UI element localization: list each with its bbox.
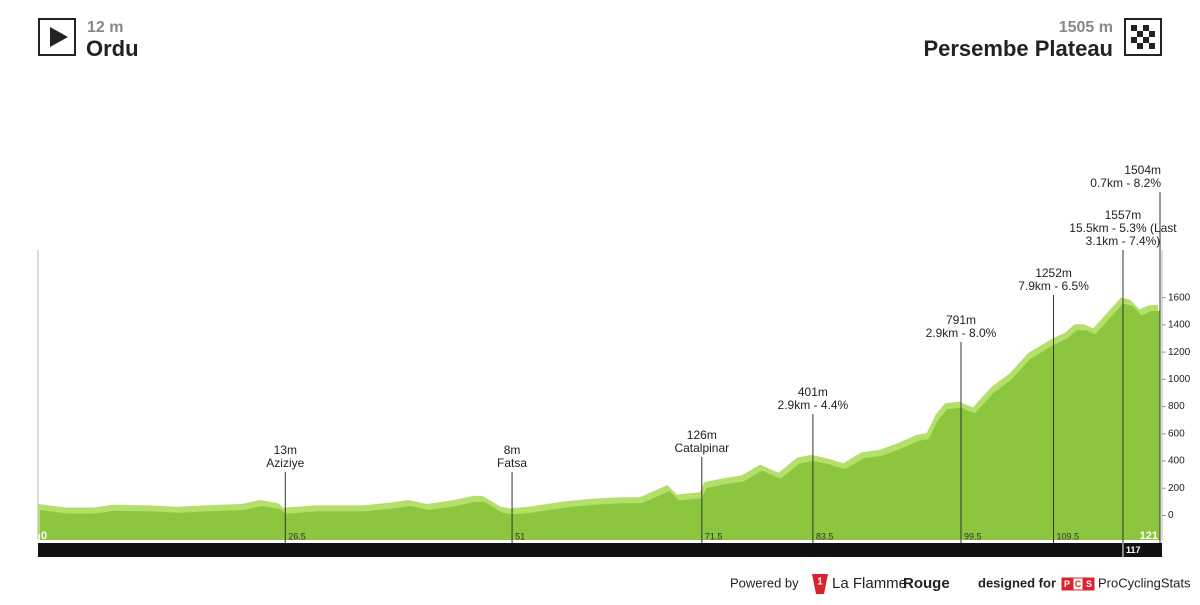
y-tick-label: 600 xyxy=(1168,428,1185,439)
flag-square xyxy=(1137,43,1143,49)
pcs-name: ProCyclingStats xyxy=(1098,575,1191,590)
distance-bar xyxy=(38,543,1162,557)
pcs-letter: S xyxy=(1086,579,1092,589)
flag-square xyxy=(1143,25,1149,31)
y-tick-label: 200 xyxy=(1168,483,1185,494)
start-header: 12 m Ordu xyxy=(38,18,139,61)
annotation-text: 401m xyxy=(798,385,828,399)
annotation-text: 1252m xyxy=(1035,266,1072,280)
x-start-label: 0 xyxy=(41,530,47,542)
annotation-text: 791m xyxy=(946,313,976,327)
km-label: 83.5 xyxy=(816,531,834,541)
finish-elevation: 1505 m xyxy=(1059,19,1113,36)
pcs-box xyxy=(1083,577,1095,591)
km-label: 117 xyxy=(1126,545,1141,555)
km-label: 71.5 xyxy=(705,531,723,541)
km-label: 109.5 xyxy=(1057,531,1080,541)
flag-square xyxy=(1137,31,1143,37)
y-tick-label: 1200 xyxy=(1168,347,1191,358)
annotation-text: 3.1km - 7.4%) xyxy=(1086,234,1161,248)
y-tick-label: 800 xyxy=(1168,401,1185,412)
profile-area xyxy=(40,303,1160,540)
annotation-text: Aziziye xyxy=(266,456,304,470)
km-label: 99.5 xyxy=(964,531,982,541)
brand-bold: Rouge xyxy=(903,575,950,592)
annotation-text: Fatsa xyxy=(497,456,527,470)
flag-square xyxy=(1149,43,1155,49)
annotation-text: 13m xyxy=(274,443,297,457)
start-icon xyxy=(38,18,76,56)
annotation-text: 1557m xyxy=(1105,208,1142,222)
annotation-text: 15.5km - 5.3% (Last xyxy=(1069,221,1177,235)
start-elevation: 12 m xyxy=(87,19,123,36)
flamme-logo xyxy=(812,574,828,594)
annotation-text: 2.9km - 4.4% xyxy=(778,398,849,412)
designed-for: designed for xyxy=(978,575,1056,590)
powered-by: Powered by xyxy=(730,575,799,590)
finish-header: 1505 m Persembe Plateau xyxy=(923,18,1162,61)
km-label: 26.5 xyxy=(288,531,306,541)
flag-square xyxy=(1149,31,1155,37)
start-name: Ordu xyxy=(86,36,139,61)
footer: Powered by 1 La Flamme Rouge designed fo… xyxy=(730,574,1191,594)
flag-square xyxy=(1143,37,1149,43)
annotation-text: 126m xyxy=(687,428,717,442)
pcs-letter: P xyxy=(1064,579,1070,589)
start-arrow xyxy=(50,27,68,47)
pcs-letter: C xyxy=(1075,579,1082,589)
y-tick-label: 1000 xyxy=(1168,374,1191,385)
flag-square xyxy=(1131,25,1137,31)
annotation-text: 0.7km - 8.2% xyxy=(1090,176,1161,190)
annotation-text: Catalpinar xyxy=(674,441,729,455)
annotation-text: 8m xyxy=(504,443,521,457)
km-label: 51 xyxy=(515,531,525,541)
y-tick-label: 1400 xyxy=(1168,320,1191,331)
y-tick-label: 1600 xyxy=(1168,292,1191,303)
y-tick-label: 0 xyxy=(1168,510,1174,521)
finish-icon xyxy=(1124,18,1162,56)
annotation-text: 2.9km - 8.0% xyxy=(926,326,997,340)
logo-digit: 1 xyxy=(817,577,823,588)
annotation-text: 7.9km - 6.5% xyxy=(1018,279,1089,293)
y-tick-label: 400 xyxy=(1168,456,1185,467)
finish-name: Persembe Plateau xyxy=(923,36,1113,61)
pcs-box xyxy=(1072,577,1084,591)
edge-mask xyxy=(0,240,38,540)
annotation-text: 1504m xyxy=(1124,163,1161,177)
flag-square xyxy=(1131,37,1137,43)
finish-flag xyxy=(1131,25,1155,49)
brand-light: La Flamme xyxy=(832,575,907,592)
pcs-box xyxy=(1061,577,1073,591)
x-end-label: 121 xyxy=(1140,530,1158,542)
